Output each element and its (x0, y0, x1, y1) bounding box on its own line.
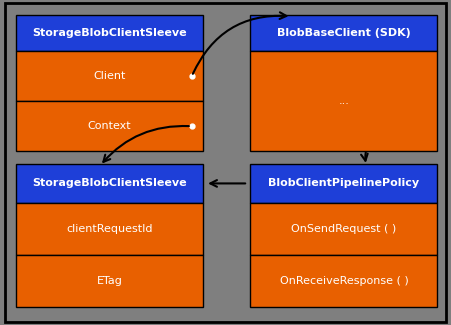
Text: BlobBaseClient (SDK): BlobBaseClient (SDK) (277, 28, 411, 38)
Text: clientRequestId: clientRequestId (66, 224, 152, 234)
Text: OnReceiveResponse ( ): OnReceiveResponse ( ) (280, 276, 408, 286)
Bar (250, 51, 437, 151)
Text: ...: ... (338, 96, 350, 106)
Bar (16, 15, 203, 51)
Bar (250, 15, 437, 51)
Text: Client: Client (93, 72, 125, 81)
Text: StorageBlobClientSleeve: StorageBlobClientSleeve (32, 178, 187, 188)
Text: Context: Context (87, 121, 131, 131)
Bar (250, 255, 437, 307)
Text: StorageBlobClientSleeve: StorageBlobClientSleeve (32, 28, 187, 38)
Bar (16, 203, 203, 255)
Bar (250, 203, 437, 255)
Bar (250, 164, 437, 203)
Text: BlobClientPipelinePolicy: BlobClientPipelinePolicy (268, 178, 419, 188)
Bar (16, 51, 203, 101)
Bar (16, 255, 203, 307)
Text: OnSendRequest ( ): OnSendRequest ( ) (291, 224, 396, 234)
Bar (16, 164, 203, 203)
Bar (16, 101, 203, 151)
Text: ETag: ETag (97, 276, 122, 286)
